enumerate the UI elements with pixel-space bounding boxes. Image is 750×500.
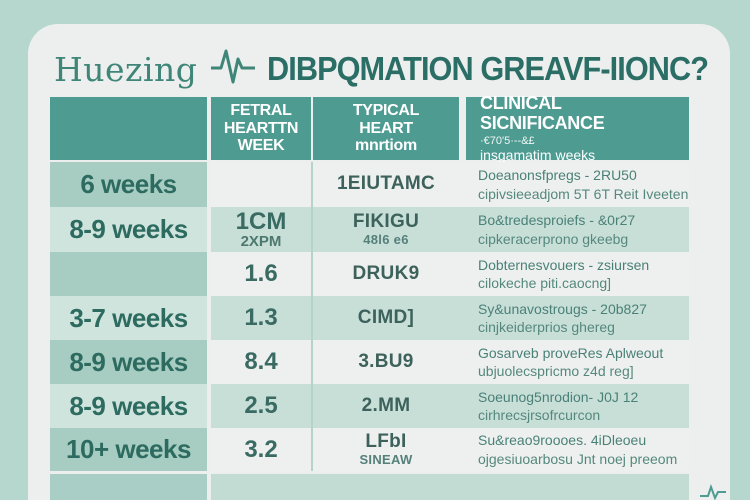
rhythm-cell: LFbI SINEAW [359,430,413,467]
column-gap [459,97,466,160]
pulse-mark-icon [700,483,726,500]
rhythm-cell: CIMD] [357,306,415,328]
rate-cell: 2.5 [244,392,278,420]
significance-cell: Dobternesvouers - zsiursen cilokeche piti… [478,256,650,291]
significance-cell: Sy&unavostrougs - 20b827 cinjkeiderprios … [478,300,647,335]
infographic-card: Huezing DIBPQMATION GREAVF-IIONC? FETRAL… [28,24,730,500]
cell-divider [311,340,313,384]
header-cell-significance: CLINICAL SICNIFICANCE ·€70'5·--&£ insgam… [466,93,689,163]
header-cell-week: FETRAL HEARTTN WEEK [211,97,311,160]
header-divider [311,97,313,160]
page-title: DIBPQMATION GREAVF-IIONC? [267,50,709,87]
header-cell-rate: TYPICAL HEART mnrtiom [313,97,459,160]
significance-cell: Su&reao9roooes. 4iDleoeu ojgesiuoarbosu J… [478,432,678,467]
cell-divider [311,207,313,252]
week-cell: 6 weeks [50,162,207,207]
heartbeat-pulse-icon [209,46,257,93]
rate-cell: 1.6 [244,260,278,288]
rhythm-cell: FIKIGU 48l6 e6 [352,210,420,247]
cell-divider [311,252,313,296]
table-row-partial [50,474,689,500]
table-row: 1.6 DRUK9 Dobternesvouers - zsiursen cilo… [50,252,689,296]
table-row: 8-9 weeks 2.5 2.MM Soeunog5nrodion- J0J … [50,384,689,428]
week-cell: 8-9 weeks [50,207,207,252]
week-cell: 8-9 weeks [50,340,207,384]
cell-divider [311,384,313,428]
rate-cell: 1.3 [244,304,278,332]
rate-cell: 1CM 2XPM [235,208,287,251]
week-cell: 8-9 weeks [50,384,207,428]
week-cell [50,252,207,296]
table-header-row: FETRAL HEARTTN WEEK TYPICAL HEART mnrtio… [50,93,689,163]
rhythm-cell: 3.BU9 [358,350,414,372]
significance-cell: Doeanonsfpregs - 2RU50 cipivsieeadjom 5T … [478,167,689,202]
rate-cell: 3.2 [244,435,278,463]
table-row: 3-7 weeks 1.3 CIMD] Sy&unavostrougs - 20… [50,296,689,340]
gestation-table: FETRAL HEARTTN WEEK TYPICAL HEART mnrtio… [50,93,689,500]
cell-divider [311,296,313,340]
rate-cell: 8.4 [244,348,278,376]
cell-divider [311,162,313,207]
significance-cell: Bo&tredesproiefs - &0r27 cipkeracerprono … [478,212,636,247]
significance-cell: Gosarveb proveRes Aplweout ubjuolecspricm… [478,344,664,379]
table-row: 10+ weeks 3.2 LFbI SINEAW Su&reao9roooes.… [50,428,689,471]
table-row: 6 weeks 1EIUTAMC Doeanonsfpregs - 2RU50 c… [50,162,689,207]
significance-cell: Soeunog5nrodion- J0J 12 cirhrecsjrsofrcur… [478,388,639,423]
rhythm-cell: 1EIUTAMC [336,173,436,195]
week-cell: 10+ weeks [50,428,207,471]
table-row: 8-9 weeks 1CM 2XPM FIKIGU 48l6 e6 Bo&trede… [50,207,689,252]
brand-logo-text: Huezing [54,49,198,89]
rhythm-cell: DRUK9 [352,262,420,284]
title-bar: Huezing DIBPQMATION GREAVF-IIONC? [54,46,742,92]
rhythm-cell: 2.MM [361,394,411,416]
table-row: 8-9 weeks 8.4 3.BU9 Gosarveb proveRes Ap… [50,340,689,384]
week-cell: 3-7 weeks [50,296,207,340]
rate-cell [211,162,311,207]
cell-divider [311,428,313,471]
header-cell-blank [50,97,207,160]
